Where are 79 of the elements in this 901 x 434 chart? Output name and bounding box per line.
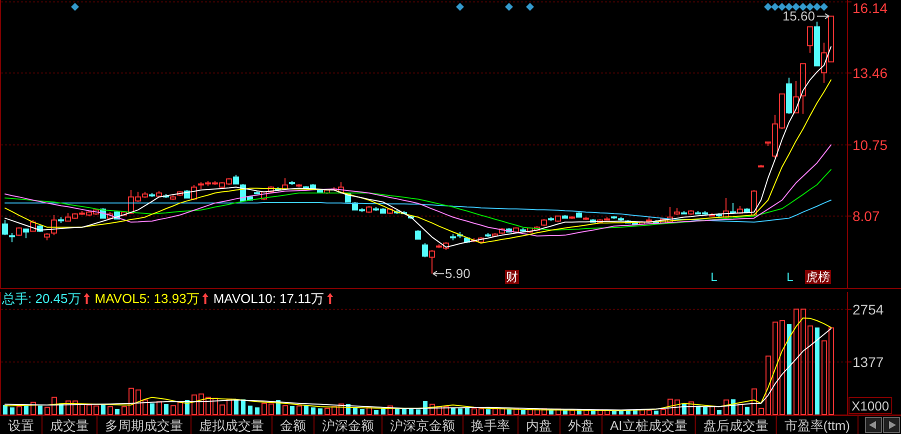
bar — [38, 406, 42, 414]
bar — [507, 410, 512, 414]
text: 换手率 — [471, 418, 510, 433]
text: 盘后成交量 — [703, 418, 768, 433]
bar — [290, 406, 294, 414]
bar — [30, 402, 36, 415]
text: 外盘 — [568, 418, 594, 433]
bar — [815, 327, 820, 414]
bar — [738, 404, 743, 415]
bar — [374, 410, 378, 414]
bar — [3, 405, 8, 414]
bar — [710, 406, 715, 415]
text: 多周期成交量 — [105, 418, 183, 433]
bar — [10, 407, 14, 414]
bar — [521, 410, 526, 414]
bar — [717, 410, 722, 414]
annotation: MAVOL5: 13.93万 — [94, 291, 200, 306]
annotation: L — [786, 270, 794, 284]
bar — [16, 406, 22, 415]
bar — [241, 399, 246, 414]
bar — [255, 407, 260, 414]
bar — [282, 405, 288, 415]
bar — [115, 409, 120, 414]
bar — [360, 409, 364, 414]
y-tick-label: 16.14 — [852, 0, 888, 16]
bar — [745, 406, 750, 414]
bar — [724, 400, 729, 415]
y-axis-title: X1000 — [852, 398, 890, 414]
text: 虚拟成交量 — [199, 418, 264, 433]
bar — [584, 410, 589, 415]
y-tick-label: 2754 — [852, 301, 884, 318]
bar — [787, 324, 792, 414]
bar — [633, 410, 638, 414]
bar — [304, 406, 308, 414]
bar — [409, 409, 414, 414]
bar — [570, 410, 575, 415]
text: 内盘 — [526, 418, 552, 433]
bar — [311, 407, 316, 414]
annotation: MAVOL10: 17.11万 — [213, 291, 324, 306]
text: 设置 — [8, 418, 34, 433]
bar — [108, 406, 113, 415]
y-tick-label: 13.46 — [852, 64, 888, 81]
bar — [388, 405, 393, 415]
bar — [101, 404, 106, 414]
bar — [416, 409, 420, 414]
bar — [353, 407, 358, 414]
bar — [234, 400, 238, 414]
text: 沪深金额 — [322, 418, 374, 433]
bar — [514, 408, 519, 415]
bar — [366, 407, 372, 415]
bar — [703, 406, 708, 414]
y-tick-label: 8.07 — [852, 208, 880, 224]
bar — [402, 409, 406, 414]
bar — [318, 408, 322, 414]
bar — [24, 406, 28, 414]
bar — [486, 409, 490, 414]
bar — [150, 403, 154, 414]
annotation: 15.60 — [782, 8, 815, 24]
bar — [296, 405, 302, 415]
text: 成交量 — [50, 418, 89, 433]
bar — [556, 408, 561, 415]
bar — [654, 410, 658, 414]
annotation: L — [710, 270, 718, 284]
bar — [248, 406, 252, 414]
text: 市盈率(ttm) — [784, 418, 850, 433]
bar — [688, 401, 694, 415]
annotation: 财 — [506, 270, 518, 284]
annotation: 5.90 — [445, 266, 470, 282]
y-tick-label: 10.75 — [852, 136, 888, 153]
bar — [458, 408, 462, 414]
bar — [156, 401, 162, 415]
text: AI立桩成交量 — [610, 418, 688, 433]
bar — [164, 404, 168, 414]
y-tick-label: 1377 — [852, 354, 884, 370]
text: 金额 — [280, 418, 306, 433]
annotation: 虎榜 — [806, 270, 830, 284]
annotation: 总手: 20.45万 — [1, 291, 81, 306]
text: 沪深京金额 — [390, 418, 455, 433]
bar — [465, 408, 470, 414]
